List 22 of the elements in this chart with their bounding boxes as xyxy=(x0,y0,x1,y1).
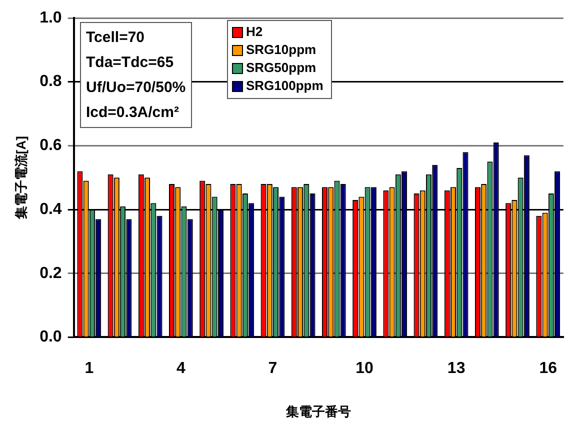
y-axis-title: 集電子電流[A] xyxy=(13,136,28,220)
y-tick-label: 0.0 xyxy=(40,328,62,346)
legend-label: H2 xyxy=(246,23,263,41)
x-tick-label: 7 xyxy=(268,360,278,378)
x-tick-label: 10 xyxy=(356,360,374,378)
x-tick-label: 13 xyxy=(447,360,466,378)
legend-label: SRG100ppm xyxy=(246,77,324,95)
legend-label: SRG10ppm xyxy=(246,41,316,59)
annotation: Tda=Tdc=65 xyxy=(86,53,175,73)
y-tick-label: 0.6 xyxy=(40,137,62,154)
annotation: Icd=0.3A/cm² xyxy=(86,103,180,123)
y-tick-label: 0.4 xyxy=(40,200,62,218)
y-tick-label: 1.0 xyxy=(40,9,62,26)
y-tick-label: 0.8 xyxy=(40,73,62,90)
annotation: Tcell=70 xyxy=(86,28,146,48)
x-tick-label: 16 xyxy=(539,360,558,378)
x-axis-title: 集電子番号 xyxy=(285,404,352,419)
x-tick-label: 4 xyxy=(176,360,186,378)
x-tick-label: 1 xyxy=(84,360,94,378)
annotation: Uf/Uo=70/50% xyxy=(86,78,186,98)
y-tick-label: 0.2 xyxy=(40,264,62,282)
legend-label: SRG50ppm xyxy=(246,59,316,77)
